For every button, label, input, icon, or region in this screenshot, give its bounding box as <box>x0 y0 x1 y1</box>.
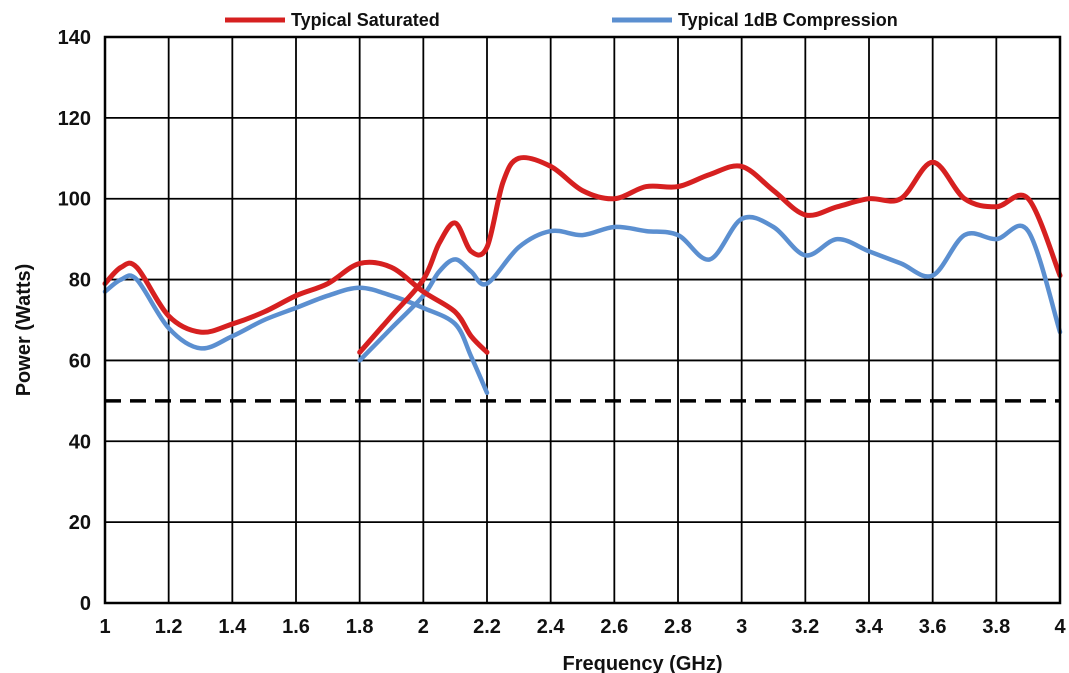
x-tick-labels: 1 1.2 1.4 1.6 1.8 2 2.2 2.4 2.6 2.8 3 3.2 3.4 3.6 3.8 4 <box>99 616 1066 638</box>
y-tick-labels: 0 20 40 60 80 100 120 140 <box>58 27 91 615</box>
x-tick-label: 1.2 <box>155 616 183 638</box>
x-tick-label: 2.6 <box>600 616 628 638</box>
y-tick-label: 40 <box>69 431 91 453</box>
x-tick-label: 2.8 <box>664 616 692 638</box>
y-tick-label: 20 <box>69 512 91 534</box>
x-tick-label: 1.4 <box>218 616 247 638</box>
legend-label-typical-1db-compression: Typical 1dB Compression <box>678 10 898 30</box>
x-tick-label: 3.6 <box>919 616 947 638</box>
series-line-typical-1db-compression-segment-2 <box>357 214 1063 363</box>
x-tick-label: 1.8 <box>346 616 374 638</box>
y-tick-label: 60 <box>69 350 91 372</box>
x-axis-title: Frequency (GHz) <box>562 653 722 673</box>
y-tick-label: 0 <box>80 593 91 615</box>
legend: Typical Saturated Typical 1dB Compressio… <box>225 10 898 30</box>
y-tick-label: 80 <box>69 270 91 292</box>
y-tick-label: 100 <box>58 189 91 211</box>
y-axis-title: Power (Watts) <box>13 264 35 397</box>
x-tick-label: 2.4 <box>537 616 566 638</box>
y-tick-label: 140 <box>58 27 91 49</box>
series-line-typical-1db-compression-segment-1 <box>102 273 490 396</box>
y-tick-label: 120 <box>58 108 91 130</box>
plot-frame <box>103 35 1062 605</box>
x-tick-label: 2.2 <box>473 616 501 638</box>
series-lines <box>102 155 1063 396</box>
x-tick-label: 1 <box>99 616 110 638</box>
series-line-typical-saturated-segment-2 <box>357 155 1063 355</box>
x-tick-label: 4 <box>1054 616 1066 638</box>
x-tick-label: 3.8 <box>982 616 1010 638</box>
x-tick-label: 3.4 <box>855 616 884 638</box>
x-tick-label: 3 <box>736 616 747 638</box>
legend-label-typical-saturated: Typical Saturated <box>291 10 440 30</box>
x-tick-label: 2 <box>418 616 429 638</box>
x-tick-label: 3.2 <box>791 616 819 638</box>
x-tick-label: 1.6 <box>282 616 310 638</box>
series-line-typical-saturated-segment-1 <box>102 259 490 355</box>
